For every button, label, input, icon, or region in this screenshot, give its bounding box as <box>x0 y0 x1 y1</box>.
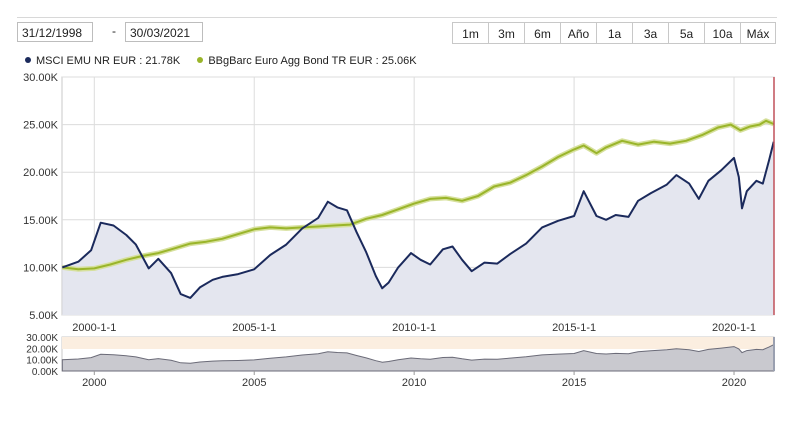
range-button-1a[interactable]: 1a <box>596 22 633 44</box>
navigator-x-label: 2015 <box>562 377 586 389</box>
navigator-series <box>61 343 775 372</box>
x-tick-label: 2000-1-1 <box>72 322 116 334</box>
y-tick-label: 5.00K <box>29 310 58 322</box>
navigator-y-label: 10.00K <box>26 356 58 367</box>
legend-label-msci: MSCI EMU NR EUR : 21.78K <box>36 55 181 67</box>
navigator-y-label: 20.00K <box>26 344 58 355</box>
msci-area <box>62 141 774 315</box>
range-button-5a[interactable]: 5a <box>668 22 705 44</box>
navigator-y-label: 30.00K <box>26 333 58 344</box>
legend-dot-icon <box>197 57 204 63</box>
navigator-x-label: 2005 <box>242 377 266 389</box>
y-tick-label: 30.00K <box>23 72 59 84</box>
range-button-3a[interactable]: 3a <box>632 22 669 44</box>
y-tick-label: 25.00K <box>23 120 59 132</box>
range-button-ytd[interactable]: Año <box>560 22 597 44</box>
legend-dot-icon <box>25 57 31 63</box>
legend-item-bbgbarc[interactable]: BBgBarc Euro Agg Bond TR EUR : 25.06K <box>197 55 417 67</box>
y-tick-label: 20.00K <box>23 167 59 179</box>
navigator-y-label: 0.00K <box>32 367 58 378</box>
range-button-max[interactable]: Máx <box>740 22 776 44</box>
msci-line <box>61 141 775 299</box>
chart-legend: MSCI EMU NR EUR : 21.78K BBgBarc Euro Ag… <box>25 55 431 67</box>
range-button-3m[interactable]: 3m <box>488 22 525 44</box>
x-tick-label: 2005-1-1 <box>232 322 276 334</box>
legend-item-msci[interactable]: MSCI EMU NR EUR : 21.78K <box>25 55 180 67</box>
y-tick-label: 10.00K <box>23 262 59 274</box>
range-button-1m[interactable]: 1m <box>452 22 489 44</box>
x-tick-label: 2010-1-1 <box>392 322 436 334</box>
y-tick-label: 15.00K <box>23 215 59 227</box>
x-tick-label: 2015-1-1 <box>552 322 596 334</box>
range-button-10a[interactable]: 10a <box>704 22 741 44</box>
range-selector: 1m 3m 6m Año 1a 3a 5a 10a Máx <box>452 22 776 44</box>
end-date-input[interactable]: 30/03/2021 <box>125 22 203 42</box>
navigator-x-label: 2000 <box>82 377 106 389</box>
navigator-handle <box>773 337 775 371</box>
legend-label-bbgbarc: BBgBarc Euro Agg Bond TR EUR : 25.06K <box>208 55 417 67</box>
x-tick-label: 2020-1-1 <box>712 322 756 334</box>
start-date-input[interactable]: 31/12/1998 <box>17 22 93 42</box>
navigator-x-label: 2010 <box>402 377 426 389</box>
date-separator: - <box>112 24 116 38</box>
navigator-x-label: 2020 <box>722 377 746 389</box>
navigator-band <box>62 337 774 349</box>
bond-line <box>62 119 775 271</box>
